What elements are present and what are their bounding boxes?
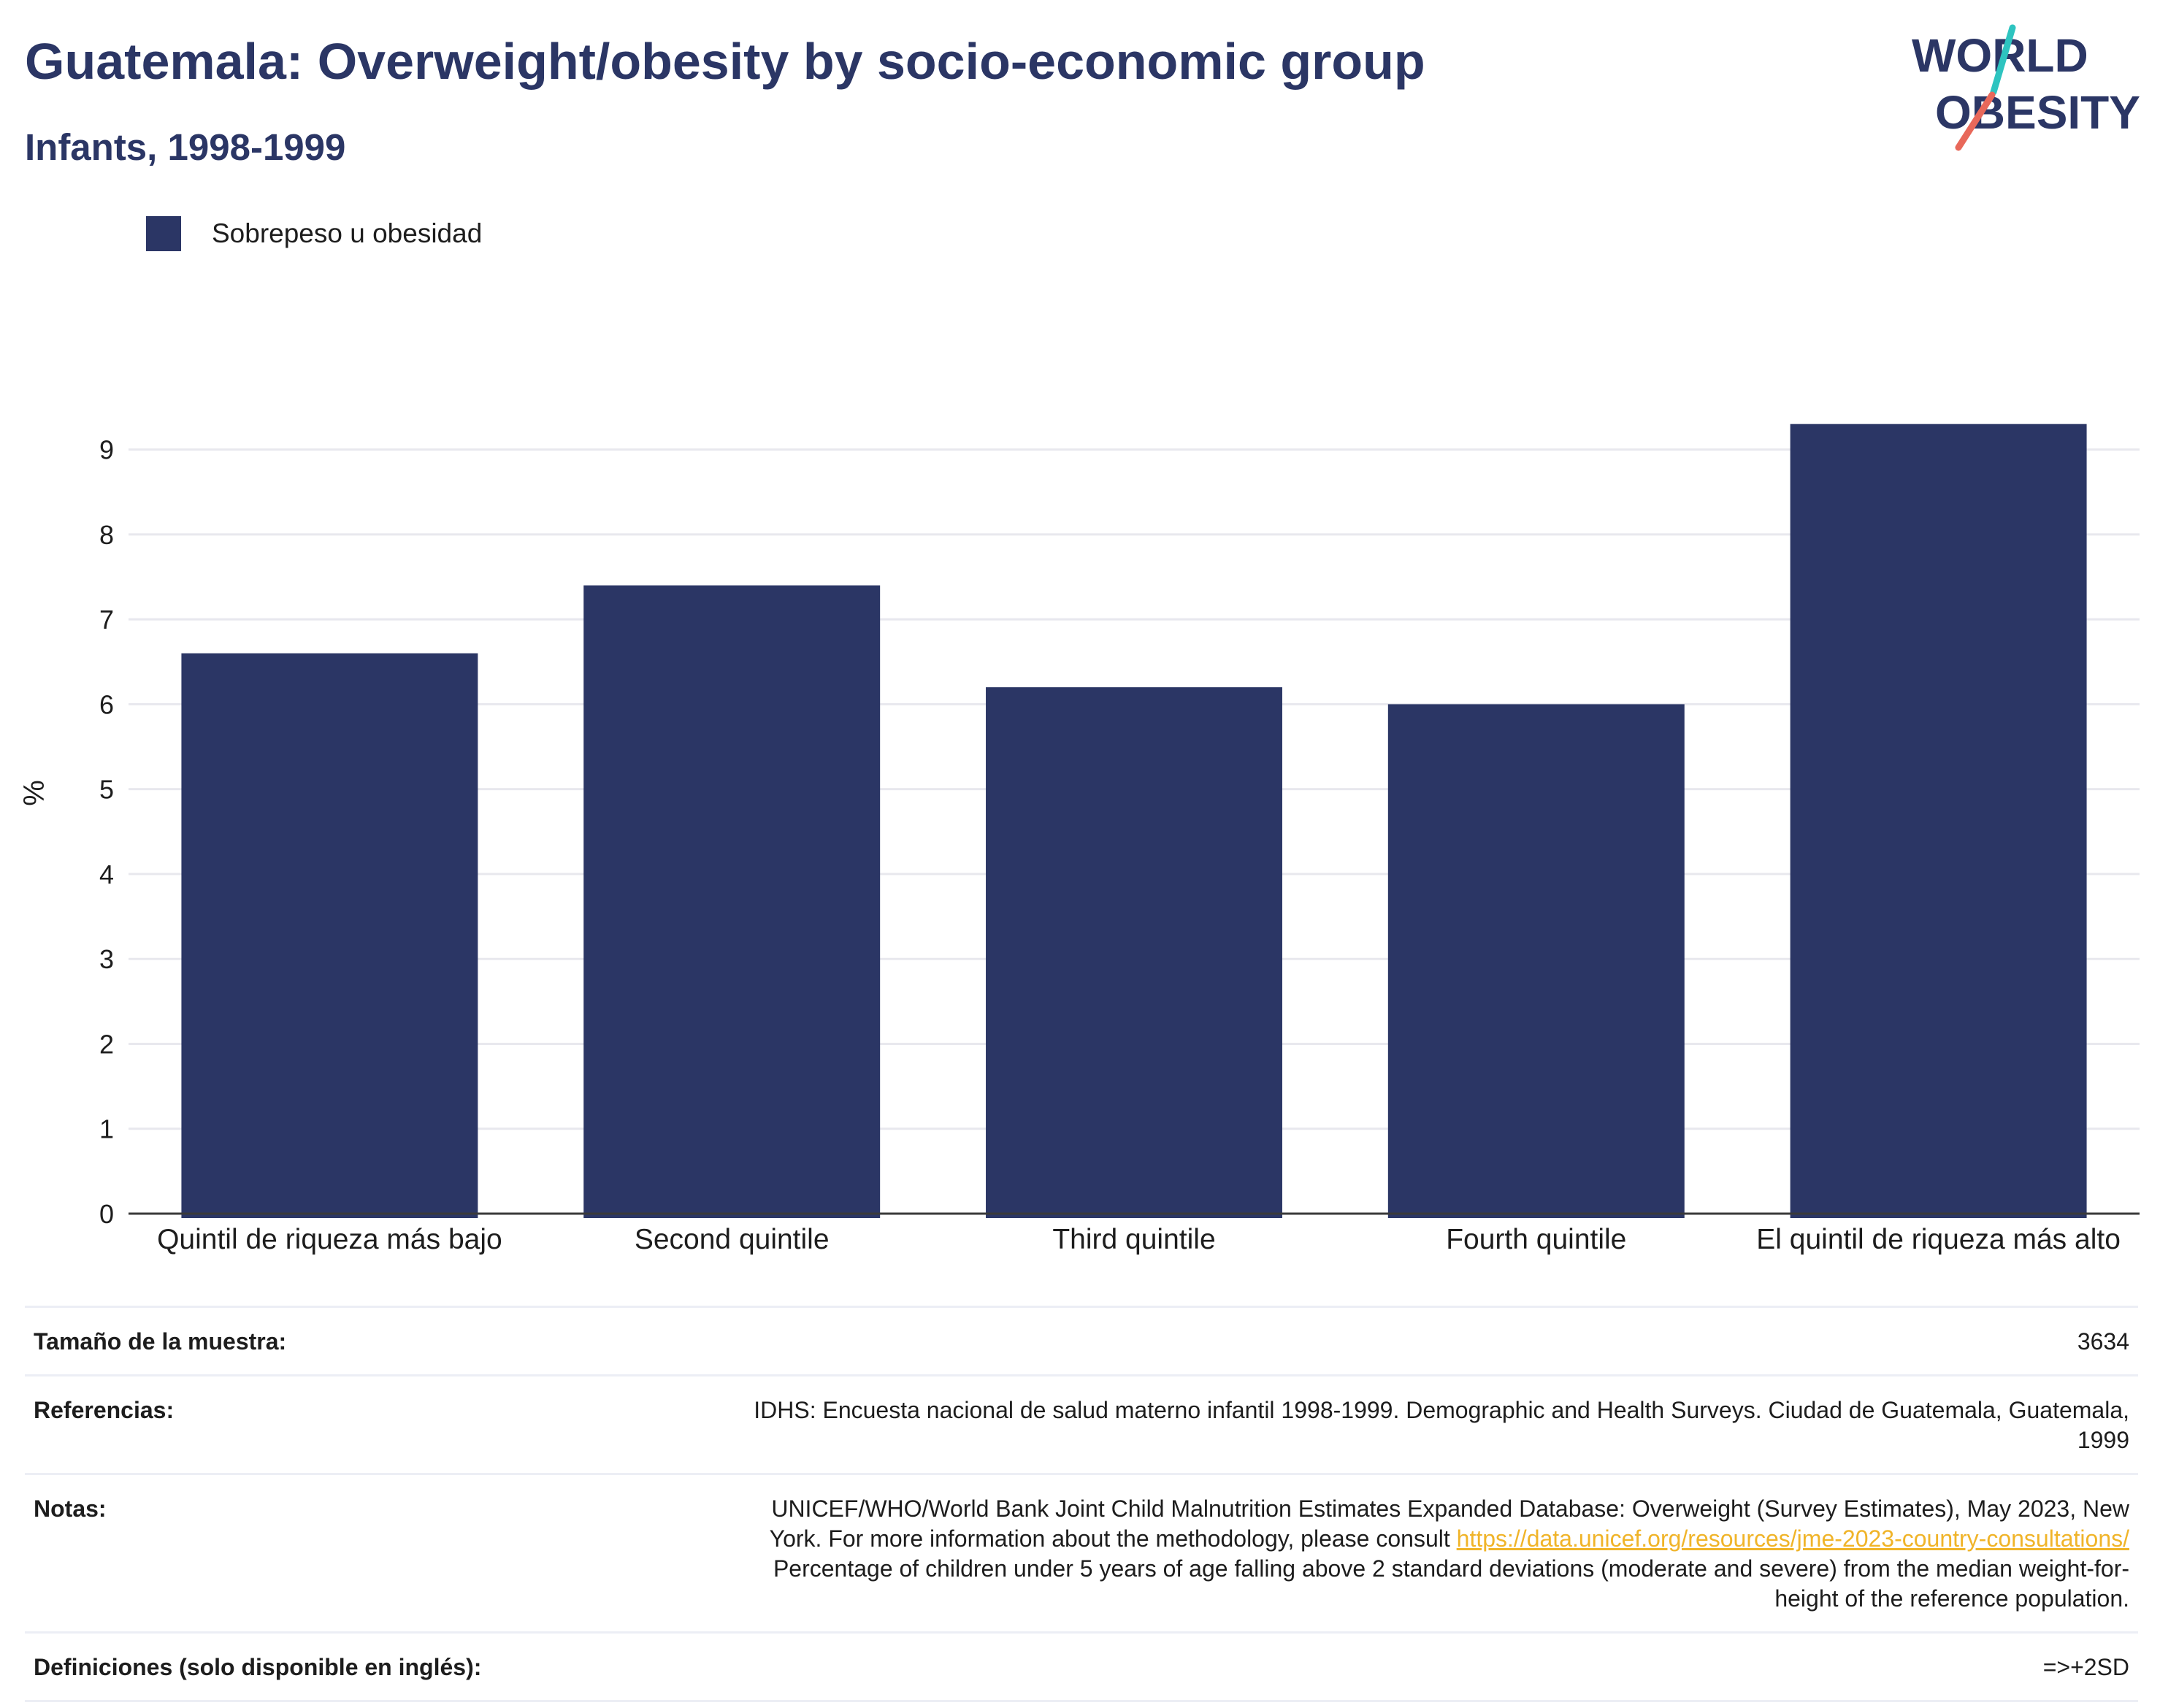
y-tick-label: 4 (99, 859, 114, 889)
y-tick-label: 9 (99, 435, 114, 465)
bar[interactable] (1387, 704, 1685, 1218)
references-label: Referencias: (25, 1374, 597, 1474)
bar[interactable] (583, 585, 881, 1218)
bar[interactable] (986, 687, 1282, 1218)
definitions-label: Definiciones (solo disponible en inglés)… (25, 1631, 597, 1702)
y-tick-label: 3 (99, 944, 114, 974)
logo-slash-red (1955, 91, 1996, 151)
bars (181, 424, 2087, 1218)
notes-link[interactable]: https://data.unicef.org/resources/jme-20… (1456, 1525, 2129, 1552)
x-axis-ticks: Quintil de riqueza más bajo Second quinti… (157, 1224, 2121, 1255)
y-tick-label: 0 (99, 1199, 114, 1229)
sample-size-label: Tamaño de la muestra: (25, 1306, 597, 1376)
notes-label: Notas: (25, 1473, 597, 1633)
y-tick-label: 7 (99, 605, 114, 635)
notes-line-2-prefix: York. For more information about the met… (769, 1525, 1457, 1552)
references-value: IDHS: Encuesta nacional de salud materno… (597, 1374, 2138, 1474)
notes-line-4: height of the reference population. (1774, 1585, 2129, 1612)
y-tick-label: 5 (99, 775, 114, 805)
bar[interactable] (181, 653, 478, 1218)
sample-size-value: 3634 (597, 1306, 2138, 1376)
y-axis-label: % (18, 780, 50, 806)
legend-label: Sobrepeso u obesidad (212, 218, 483, 248)
x-tick-label: Fourth quintile (1446, 1224, 1626, 1255)
y-tick-label: 8 (99, 520, 114, 550)
y-tick-label: 2 (99, 1029, 114, 1059)
logo-slash-teal (1990, 24, 2016, 96)
notes-line-1: UNICEF/WHO/World Bank Joint Child Malnut… (771, 1496, 2129, 1522)
notes-line-3: Percentage of children under 5 years of … (773, 1555, 2129, 1582)
table-row-sample-size: Tamaño de la muestra: 3634 (25, 1306, 2138, 1376)
world-obesity-logo: WORLD OBESITY (1912, 24, 2140, 151)
table-row-definitions: Definiciones (solo disponible en inglés)… (25, 1631, 2138, 1702)
table-row-references: Referencias: IDHS: Encuesta nacional de … (25, 1374, 2138, 1474)
y-tick-label: 6 (99, 689, 114, 719)
references-line-2: 1999 (2077, 1427, 2129, 1453)
x-tick-label: El quintil de riqueza más alto (1756, 1224, 2121, 1255)
y-tick-label: 1 (99, 1114, 114, 1144)
table-row-notes: Notas: UNICEF/WHO/World Bank Joint Child… (25, 1473, 2138, 1633)
chart-title: Guatemala: Overweight/obesity by socio-e… (25, 33, 1425, 90)
x-tick-label: Second quintile (635, 1224, 830, 1255)
references-line-1: IDHS: Encuesta nacional de salud materno… (754, 1397, 2129, 1423)
x-tick-label: Third quintile (1052, 1224, 1215, 1255)
bar-chart: 0 1 2 3 4 5 6 7 8 9 Quintil de riqueza más bajo Se… (18, 424, 2140, 1255)
chart-legend[interactable]: Sobrepeso u obesidad (146, 216, 482, 251)
bar[interactable] (1790, 424, 2087, 1218)
notes-value: UNICEF/WHO/World Bank Joint Child Malnut… (597, 1473, 2138, 1633)
definitions-value: =>+2SD (597, 1631, 2138, 1702)
chart-subtitle: Infants, 1998-1999 (25, 126, 346, 168)
metadata-table: Tamaño de la muestra: 3634 Referencias: … (25, 1306, 2138, 1702)
legend-swatch (146, 216, 181, 251)
x-tick-label: Quintil de riqueza más bajo (157, 1224, 502, 1255)
y-axis-ticks: 0 1 2 3 4 5 6 7 8 9 (99, 435, 114, 1229)
